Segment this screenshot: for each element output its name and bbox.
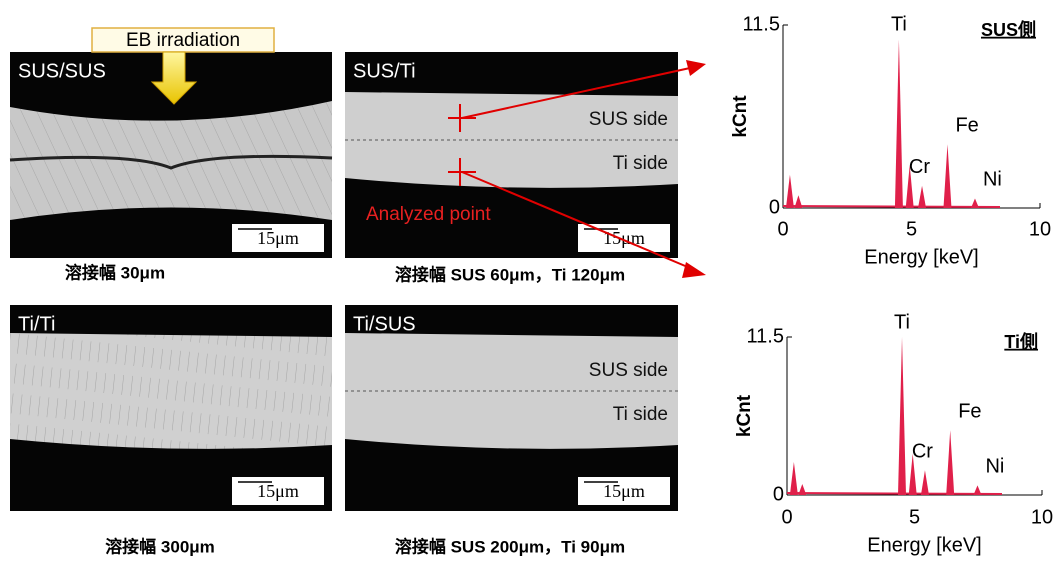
caption: 溶接幅 30μm <box>65 262 165 282</box>
peak <box>786 175 794 208</box>
side-label: Ti side <box>613 404 668 425</box>
side-label: Ti side <box>613 153 668 174</box>
analyzed-point-label: Analyzed point <box>366 204 491 225</box>
arrow-head <box>686 60 706 76</box>
x-axis-label: Energy [keV] <box>867 534 982 556</box>
peak <box>971 198 979 208</box>
peak <box>895 39 903 208</box>
spectrum-title: Ti側 <box>1004 331 1038 352</box>
y-tick-label: 11.5 <box>743 13 780 35</box>
peak <box>918 186 926 208</box>
spectra: 0 5 10 0 11.5 Energy [keV] kCnt SUS側 Ti Cr Fe Ni 0 5 1… <box>730 13 1053 556</box>
caption: 溶接幅 300μm <box>105 536 215 556</box>
scale-label: 15μm <box>603 228 645 248</box>
peak <box>794 195 802 208</box>
panel-label: Ti/Ti <box>18 313 55 335</box>
panel-label: SUS/SUS <box>18 60 106 82</box>
caption: 溶接幅 SUS 60μm，Ti 120μm <box>395 264 625 284</box>
x-tick-label: 0 <box>777 218 788 240</box>
caption: 溶接幅 SUS 200μm，Ti 90μm <box>395 536 625 556</box>
scale-label: 15μm <box>257 481 299 501</box>
peak-label: Ti <box>891 14 907 36</box>
y-tick-label: 0 <box>773 483 784 505</box>
peak-label: Ti <box>894 311 910 333</box>
side-label: SUS side <box>589 109 668 130</box>
figure: SUS/SUS 15μm 溶接幅 30μm SUS side Ti side SUS/Ti… <box>0 0 1059 559</box>
side-label: SUS side <box>589 360 668 381</box>
peak <box>946 430 954 495</box>
x-tick-label: 0 <box>781 506 792 528</box>
peak-label: Fe <box>958 401 981 423</box>
peak-label: Fe <box>955 115 978 137</box>
y-axis-label: kCnt <box>734 394 755 437</box>
peak <box>790 462 798 495</box>
x-tick-label: 5 <box>909 506 920 528</box>
scale-label: 15μm <box>257 228 299 248</box>
spectrum-title: SUS側 <box>981 19 1036 40</box>
peak <box>798 484 806 495</box>
baseline-noise <box>787 493 1002 494</box>
peak-label: Cr <box>912 441 933 463</box>
x-tick-label: 10 <box>1029 218 1051 240</box>
baseline-noise <box>783 206 1000 207</box>
peak-label: Cr <box>909 156 930 178</box>
weld-band <box>10 333 332 449</box>
x-tick-label: 10 <box>1031 506 1053 528</box>
eb-label: EB irradiation <box>126 30 240 51</box>
y-axis-label: kCnt <box>730 95 751 138</box>
panel-label: Ti/SUS <box>353 313 416 335</box>
scale-label: 15μm <box>603 481 645 501</box>
panel-label: SUS/Ti <box>353 60 416 82</box>
y-tick-label: 0 <box>769 196 780 218</box>
peak-label: Ni <box>985 456 1004 478</box>
peak <box>973 485 981 495</box>
arrow-head <box>682 262 706 278</box>
x-tick-label: 5 <box>906 218 917 240</box>
micrographs: SUS/SUS 15μm 溶接幅 30μm SUS side Ti side SUS/Ti… <box>10 52 678 556</box>
peak <box>921 470 929 495</box>
peak <box>898 337 906 495</box>
peak-label: Ni <box>983 169 1002 191</box>
x-axis-label: Energy [keV] <box>864 246 979 268</box>
peak <box>943 144 951 208</box>
y-tick-label: 11.5 <box>747 325 784 347</box>
